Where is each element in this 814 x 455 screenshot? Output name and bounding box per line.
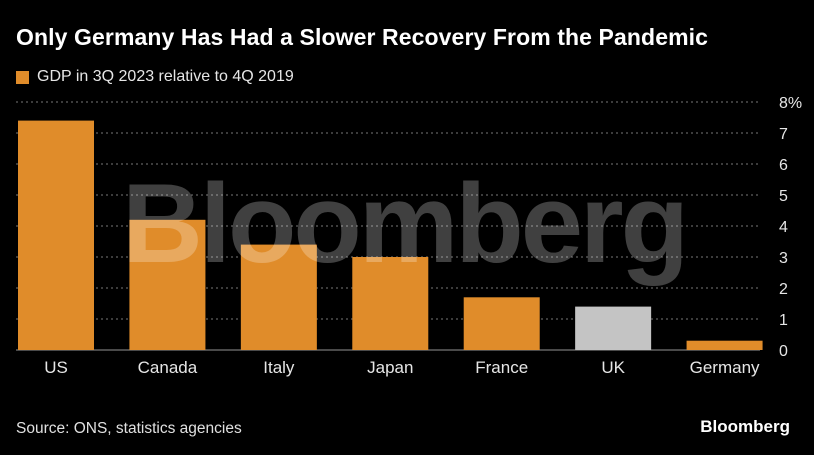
x-tick-label: US (44, 358, 68, 377)
x-tick-label: Japan (367, 358, 413, 377)
bar-canada (129, 219, 206, 350)
y-tick-label: 4 (779, 219, 788, 236)
x-tick-label: Germany (690, 358, 760, 377)
y-tick-label: 0 (779, 343, 788, 360)
bloomberg-logo: Bloomberg (700, 417, 790, 436)
x-tick-label: France (475, 358, 528, 377)
bar-italy (240, 244, 317, 350)
bar-france (463, 297, 540, 350)
source-note: Source: ONS, statistics agencies (16, 420, 242, 437)
y-tick-label: 5 (779, 188, 788, 205)
x-tick-label: Canada (138, 358, 198, 377)
legend-label: GDP in 3Q 2023 relative to 4Q 2019 (37, 68, 294, 85)
x-tick-label: Italy (263, 358, 295, 377)
y-tick-label: 6 (779, 157, 788, 174)
bar-japan (352, 257, 429, 350)
bar-uk (575, 306, 652, 350)
legend-swatch (16, 70, 29, 84)
y-tick-label: 7 (779, 126, 788, 143)
legend: GDP in 3Q 2023 relative to 4Q 2019 (16, 68, 294, 86)
y-tick-label: 3 (779, 250, 788, 267)
y-tick-label: 8% (779, 95, 802, 112)
x-tick-label: UK (601, 358, 625, 377)
y-tick-label: 2 (779, 281, 788, 298)
watermark: Bloomberg (122, 161, 686, 286)
x-axis-ticks: US Canada Italy Japan France UK Germany (44, 358, 760, 377)
y-axis-ticks: 0 1 2 3 4 5 6 7 8% (779, 95, 802, 360)
y-tick-label: 1 (779, 312, 788, 329)
bar-us (18, 120, 94, 350)
bar-germany (686, 340, 763, 350)
chart-title: Only Germany Has Had a Slower Recovery F… (16, 24, 709, 50)
bars (18, 120, 763, 350)
